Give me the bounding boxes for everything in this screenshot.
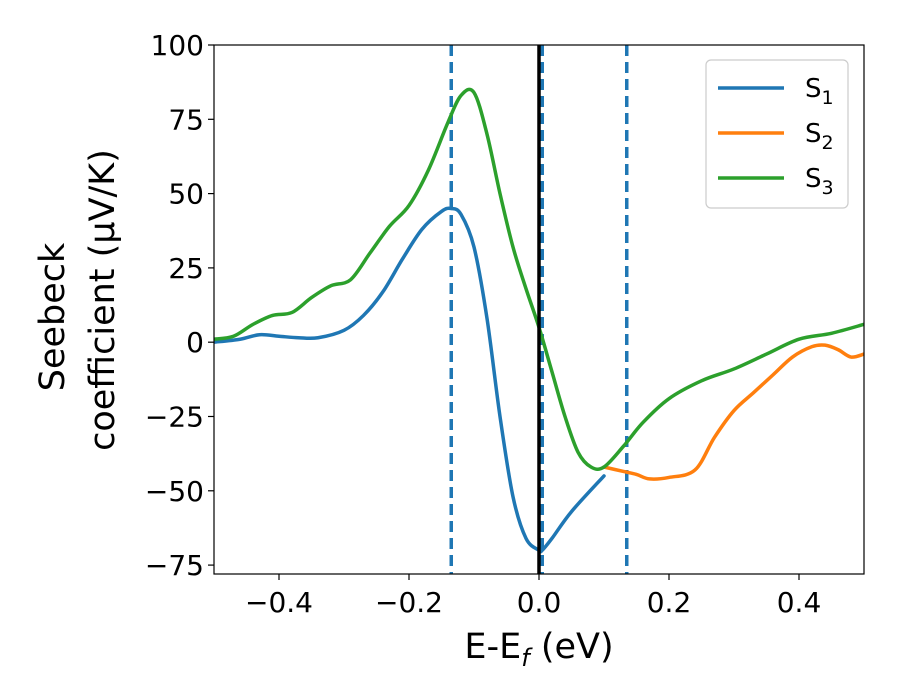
y-tick-label: 25 bbox=[168, 252, 204, 285]
legend-label-s3: S3 bbox=[805, 164, 834, 199]
x-tick-label: −0.4 bbox=[245, 586, 313, 619]
x-tick-label: 0.4 bbox=[777, 586, 822, 619]
legend-label-s2: S2 bbox=[805, 119, 834, 154]
y-tick-label: 0 bbox=[186, 326, 204, 359]
y-tick-label: 50 bbox=[168, 178, 204, 211]
x-axis-label: E-Ef (eV) bbox=[464, 627, 613, 672]
y-axis-label-line2: coefficient (μV/K) bbox=[83, 149, 123, 451]
axes: −0.4 −0.2 0.0 0.2 0.4 −75 −50 −25 0 25 50 75 100 bbox=[145, 29, 865, 619]
y-tick-label: −75 bbox=[145, 549, 204, 582]
y-tick-label: −25 bbox=[145, 400, 204, 433]
x-tick-label: 0.2 bbox=[647, 586, 692, 619]
series-line-s3 bbox=[214, 87, 864, 471]
series-line-s2 bbox=[602, 343, 864, 481]
y-tick-label: −50 bbox=[145, 475, 204, 508]
legend: S1 S2 S3 bbox=[705, 59, 849, 209]
x-tick-label: −0.2 bbox=[375, 586, 443, 619]
legend-label-s1: S1 bbox=[805, 74, 834, 109]
y-tick-label: 75 bbox=[168, 103, 204, 136]
y-axis-label-line1: Seebeck bbox=[33, 242, 73, 391]
plot-area bbox=[214, 45, 864, 574]
y-tick-label: 100 bbox=[151, 29, 204, 62]
x-tick-label: 0.0 bbox=[517, 586, 562, 619]
